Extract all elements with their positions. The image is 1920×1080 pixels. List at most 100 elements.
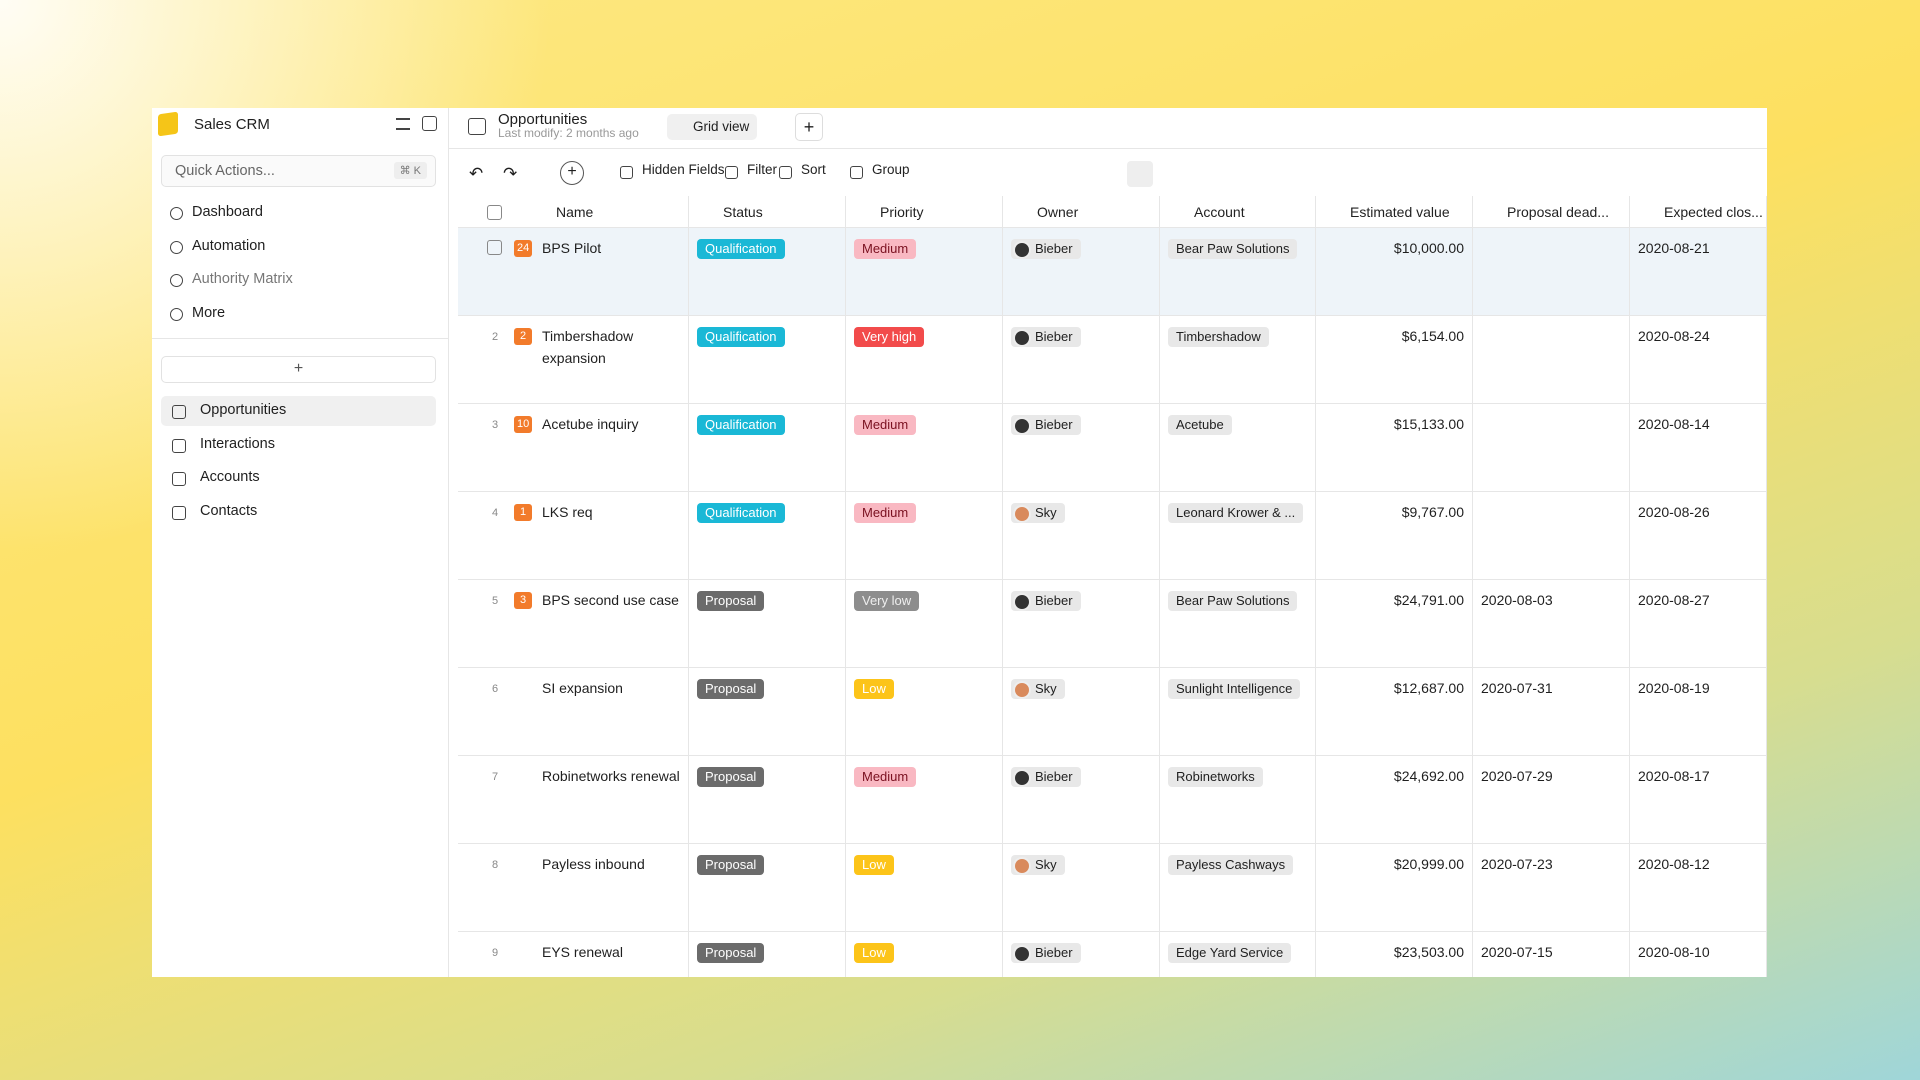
nav-item[interactable]: Dashboard (192, 204, 263, 220)
column-header[interactable]: Owner (1003, 196, 1160, 228)
account-tag: Bear Paw Solutions (1168, 591, 1298, 611)
avatar (1013, 680, 1031, 699)
menu-icon[interactable] (396, 118, 410, 130)
priority-tag: Medium (854, 239, 917, 259)
toolbar-button[interactable]: Hidden Fields (642, 162, 725, 177)
cell: Qualification (689, 492, 846, 580)
column-header[interactable]: Expected clos... (1630, 196, 1767, 228)
workspace-title[interactable]: Sales CRM (194, 116, 270, 133)
record-name: EYS renewal (542, 944, 623, 960)
cell: 6 SI expansion (458, 668, 689, 756)
nav-item[interactable]: More (192, 304, 226, 321)
column-header[interactable]: Account (1160, 196, 1316, 228)
account-tag: Leonard Krower & ... (1168, 503, 1304, 523)
estimated-value: $23,503.00 (1393, 944, 1464, 960)
cell: Low (846, 844, 1003, 932)
priority-tag: Medium (854, 767, 917, 787)
nav-item[interactable]: Authority Matrix (192, 271, 293, 287)
cell: Timbershadow (1160, 316, 1316, 404)
cell: Edge Yard Service (1160, 932, 1316, 977)
table-row[interactable]: 8 Payless inbound Proposal Low Sky Payless Ca… (458, 844, 1767, 932)
row-checkbox[interactable] (487, 240, 502, 255)
column-header[interactable]: Name (458, 196, 689, 228)
toolbar-icon (779, 166, 792, 179)
cell: Qualification (689, 316, 846, 404)
cell: Medium (846, 492, 1003, 580)
table-row[interactable]: 6 SI expansion Proposal Low Sky Sunlight Inte… (458, 668, 1767, 756)
status-tag: Proposal (697, 767, 765, 787)
cell: Bieber (1003, 316, 1160, 404)
toolbar-button[interactable]: Group (872, 162, 910, 177)
add-view[interactable]: + (795, 113, 823, 141)
column-header[interactable]: Status (689, 196, 846, 228)
avatar (1013, 416, 1031, 435)
cell: 2 2 Timbershadow expansion (458, 316, 689, 404)
cell: 7 Robinetworks renewal (458, 756, 689, 844)
owner-tag: Bieber (1011, 943, 1081, 963)
table-row[interactable]: 2 2 Timbershadow expansion Qualification Ver… (458, 316, 1767, 404)
table-row[interactable]: 24 BPS Pilot Qualification Medium Bieber Bear… (458, 228, 1767, 316)
table-icon (172, 438, 186, 453)
status-tag: Proposal (697, 679, 765, 699)
toolbar-icon (850, 166, 863, 179)
active-highlight (161, 396, 436, 426)
view-title: Opportunities (498, 111, 588, 128)
cell: Bear Paw Solutions (1160, 228, 1316, 316)
redo[interactable]: ↷ (503, 164, 518, 183)
cell: Sky (1003, 668, 1160, 756)
estimated-value: $24,791.00 (1393, 592, 1464, 608)
quick-actions[interactable]: Quick Actions... ⌘ K (161, 155, 436, 187)
view-tab[interactable]: Grid view (667, 114, 758, 140)
panel-icon[interactable] (422, 116, 437, 131)
column-label: Status (723, 204, 763, 220)
comment-badge: 10 (514, 416, 533, 433)
close-date: 2020-08-24 (1638, 328, 1710, 344)
estimated-value: $24,692.00 (1393, 768, 1464, 784)
table-row[interactable]: 3 10 Acetube inquiry Qualification Medium Bie… (458, 404, 1767, 492)
table-icon (468, 118, 486, 135)
toolbar-button[interactable]: Sort (801, 162, 826, 177)
table-icon (172, 505, 186, 520)
table-row[interactable]: 4 1 LKS req Qualification Medium Sky Leonard K… (458, 492, 1767, 580)
table-item[interactable]: Accounts (200, 469, 260, 485)
select-all[interactable] (487, 205, 502, 220)
cell: 2020-08-19 (1630, 668, 1767, 756)
undo[interactable]: ↶ (469, 164, 484, 183)
priority-tag: Very high (854, 327, 925, 347)
record-name: Timbershadow expansion (542, 328, 634, 366)
account-tag: Robinetworks (1168, 767, 1263, 787)
table-item[interactable]: Opportunities (200, 402, 287, 418)
owner-name: Bieber (1035, 593, 1073, 608)
column-header[interactable]: Priority (846, 196, 1003, 228)
add-record[interactable]: + (560, 161, 584, 185)
column-header[interactable]: Proposal dead... (1473, 196, 1630, 228)
cell: Qualification (689, 228, 846, 316)
estimated-value: $12,687.00 (1393, 680, 1464, 696)
row-height-toggle[interactable] (1127, 161, 1153, 187)
estimated-value: $15,133.00 (1393, 416, 1464, 432)
column-header[interactable]: Estimated value (1316, 196, 1473, 228)
table-item[interactable]: Interactions (200, 435, 275, 452)
nav-item[interactable]: Automation (192, 237, 266, 254)
cell: Qualification (689, 404, 846, 492)
cell: 2020-08-17 (1630, 756, 1767, 844)
toolbar-icon (725, 166, 738, 179)
add-table-button[interactable]: + (161, 356, 436, 383)
cell: 2020-07-15 (1473, 932, 1630, 977)
estimated-value: $10,000.00 (1393, 240, 1464, 256)
cell: $24,692.00 (1316, 756, 1473, 844)
table-row[interactable]: 7 Robinetworks renewal Proposal Medium Biebe… (458, 756, 1767, 844)
cell: Sunlight Intelligence (1160, 668, 1316, 756)
table-row[interactable]: 5 3 BPS second use case Proposal Very low Bie… (458, 580, 1767, 668)
row-number: 5 (492, 595, 499, 607)
cell (1473, 492, 1630, 580)
toolbar-button[interactable]: Filter (747, 162, 777, 177)
table-row[interactable]: 9 EYS renewal Proposal Low Bieber Edge Yard S… (458, 932, 1767, 977)
priority-tag: Very low (854, 591, 920, 611)
shortcut: ⌘ K (393, 162, 427, 179)
owner-name: Sky (1035, 505, 1057, 520)
table-item[interactable]: Contacts (200, 502, 258, 519)
view-subtitle: Last modify: 2 months ago (498, 126, 639, 140)
comment-badge: 3 (514, 592, 532, 609)
proposal-date: 2020-07-15 (1481, 944, 1553, 960)
